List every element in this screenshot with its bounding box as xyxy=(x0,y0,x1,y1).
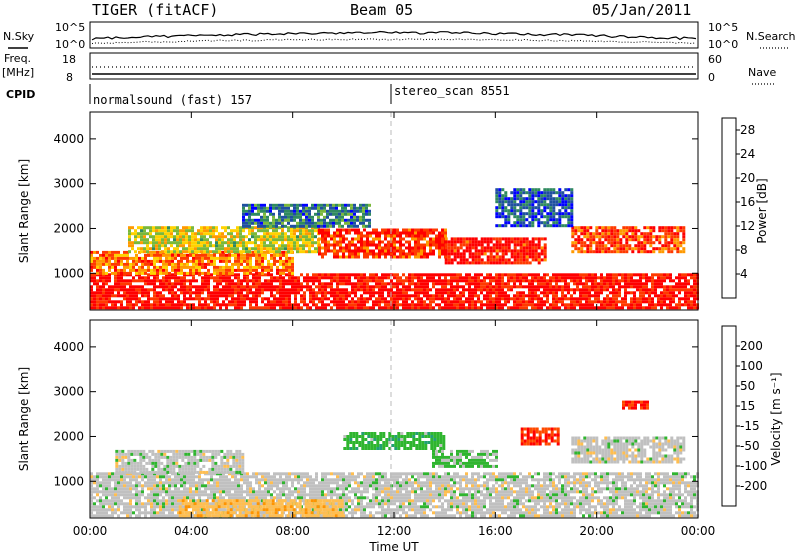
x-tick-label: 08:00 xyxy=(275,524,310,538)
velocity-colorbar-tick-label: -100 xyxy=(740,459,767,473)
freq-unit: [MHz] xyxy=(2,66,34,79)
velocity-colorbar-tick-label: -15 xyxy=(740,419,760,433)
power-x-ticks xyxy=(89,112,699,310)
power-y-ticks: 1000 2000 3000 4000 xyxy=(53,132,698,280)
power-echo-region xyxy=(90,250,294,275)
velocity-colorbar-tick-label: 15 xyxy=(740,399,755,413)
velocity-echo-region xyxy=(115,449,245,474)
nsearch-label: N.Search xyxy=(746,30,796,43)
power-echo-region xyxy=(444,237,547,265)
nsky-tick-bottom: 10^0 xyxy=(55,38,85,51)
power-ytick-label: 1000 xyxy=(53,266,84,280)
power-colorbar-frame xyxy=(721,117,737,299)
cpid-segment-2: stereo_scan 8551 xyxy=(394,84,510,98)
nsearch-trace xyxy=(91,38,697,45)
power-ytick-label: 3000 xyxy=(53,177,84,191)
velocity-colorbar-tick-label: 100 xyxy=(740,359,763,373)
velocity-colorbar-tick-label: -50 xyxy=(740,439,760,453)
nave-tick-bottom: 0 xyxy=(708,71,715,84)
freq-tick-top: 18 xyxy=(62,53,76,66)
x-tick-label: 00:00 xyxy=(681,524,716,538)
velocity-x-ticks: 00:00 04:00 08:00 12:00 16:00 20:00 00:00 xyxy=(73,320,716,538)
cpid-segment-1: normalsound (fast) 157 xyxy=(93,93,252,107)
power-ylabel: Slant Range [km] xyxy=(17,159,31,263)
velocity-colorbar-tick-label: 50 xyxy=(740,379,755,393)
velocity-ylabel: Slant Range [km] xyxy=(17,367,31,471)
velocity-echo-region xyxy=(432,449,498,468)
power-panel: 1000 2000 3000 4000 Slant Range [km] 4 8 12 16… xyxy=(17,111,769,311)
freq-label: Freq. xyxy=(4,52,31,65)
nsearch-tick-top: 10^5 xyxy=(708,21,738,34)
velocity-echo-region xyxy=(622,400,649,410)
x-tick-label: 20:00 xyxy=(579,524,614,538)
power-echo-region xyxy=(242,203,371,228)
power-echo-region xyxy=(128,226,320,254)
x-tick-label: 12:00 xyxy=(377,524,412,538)
x-axis-label: Time UT xyxy=(368,540,419,554)
power-colorbar: 4 8 12 16 20 24 28 xyxy=(721,117,755,299)
station-title: TIGER (fitACF) xyxy=(92,1,218,19)
cpid-strip: CPID normalsound (fast) 157 stereo_scan … xyxy=(6,84,510,107)
velocity-echo-layer xyxy=(90,400,699,518)
power-colorbar-tick-label: 4 xyxy=(740,267,748,281)
nave-tick-top: 60 xyxy=(708,53,722,66)
power-colorbar-tick-label: 8 xyxy=(740,243,748,257)
x-tick-label: 16:00 xyxy=(478,524,513,538)
power-colorbar-tick-label: 16 xyxy=(740,195,755,209)
power-echo-region xyxy=(90,273,699,310)
cpid-label: CPID xyxy=(6,88,35,101)
velocity-echo-region xyxy=(178,499,344,518)
nave-label: Nave xyxy=(748,66,776,79)
velocity-echo-region xyxy=(520,427,560,446)
velocity-ytick-label: 3000 xyxy=(53,385,84,399)
power-ytick-label: 4000 xyxy=(53,132,84,146)
nsky-panel: N.Sky 10^5 10^0 10^5 10^0 N.Search xyxy=(3,21,796,51)
x-tick-label: 04:00 xyxy=(174,524,209,538)
power-colorbar-label: Power [dB] xyxy=(755,178,769,243)
velocity-colorbar: 200 100 50 15 -15 -50 -100 -200 xyxy=(721,325,767,507)
velocity-ytick-label: 1000 xyxy=(53,474,84,488)
velocity-echo-region xyxy=(343,432,446,450)
nsearch-tick-bottom: 10^0 xyxy=(708,38,738,51)
power-echo-layer xyxy=(90,188,699,310)
beam-title: Beam 05 xyxy=(350,1,413,19)
velocity-colorbar-label: Velocity [m s⁻¹] xyxy=(769,372,783,465)
velocity-ytick-label: 2000 xyxy=(53,429,84,443)
power-ytick-label: 2000 xyxy=(53,221,84,235)
power-echo-region xyxy=(495,188,574,228)
power-colorbar-tick-label: 20 xyxy=(740,171,755,185)
velocity-echo-region xyxy=(571,436,686,464)
freq-panel: Freq. [MHz] 18 8 60 0 Nave xyxy=(2,52,776,85)
x-tick-label: 00:00 xyxy=(73,524,108,538)
velocity-y-ticks: 1000 2000 3000 4000 xyxy=(53,340,698,488)
power-colorbar-tick-label: 28 xyxy=(740,123,755,137)
date-title: 05/Jan/2011 xyxy=(592,1,691,19)
power-colorbar-tick-label: 24 xyxy=(740,147,755,161)
velocity-ytick-label: 4000 xyxy=(53,340,84,354)
power-echo-region xyxy=(318,228,447,259)
power-echo-region xyxy=(571,226,686,254)
velocity-colorbar-tick-label: 200 xyxy=(740,339,763,353)
nsky-tick-top: 10^5 xyxy=(55,21,85,34)
freq-tick-bottom: 8 xyxy=(66,71,73,84)
power-colorbar-tick-label: 12 xyxy=(740,219,755,233)
velocity-colorbar-tick-label: -200 xyxy=(740,479,767,493)
nsky-label: N.Sky xyxy=(3,30,35,43)
velocity-colorbar-frame xyxy=(721,325,737,507)
velocity-panel: 1000 2000 3000 4000 00:00 04:00 08:00 12:00 16:… xyxy=(17,319,783,538)
nsky-trace xyxy=(91,30,697,41)
